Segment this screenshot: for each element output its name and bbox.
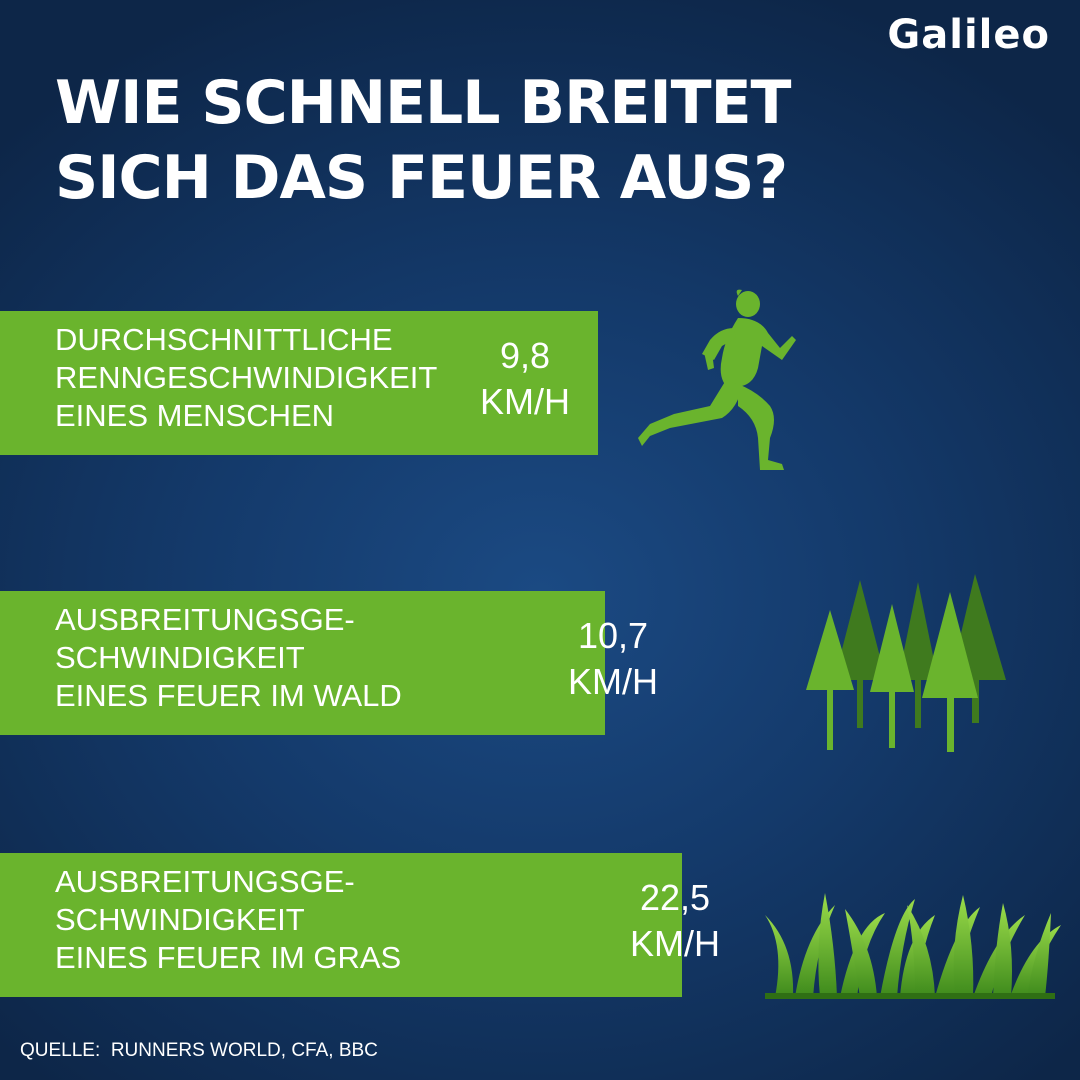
galileo-logo: Galileo bbox=[887, 12, 1050, 58]
bar-label-line: RENNGESCHWINDIGKEIT bbox=[55, 360, 438, 395]
value-number: 22,5 bbox=[639, 877, 711, 918]
bar-value-label: 10,7 KM/H bbox=[543, 613, 683, 705]
bar-label-line: SCHWINDIGKEIT bbox=[55, 640, 305, 675]
bar-label-line: DURCHSCHNITTLICHE bbox=[55, 322, 393, 357]
forest-icon bbox=[806, 574, 1006, 752]
grass-icon bbox=[765, 893, 1061, 999]
bar-runner: DURCHSCHNITTLICHE RENNGESCHWINDIGKEIT EI… bbox=[0, 311, 598, 455]
value-number: 9,8 bbox=[499, 335, 551, 376]
source-note: QUELLE: RUNNERS WORLD, CFA, BBC bbox=[20, 1040, 378, 1061]
bar-label-line: EINES FEUER IM WALD bbox=[55, 678, 402, 713]
runner-icon bbox=[638, 289, 796, 470]
bar-label-line: SCHWINDIGKEIT bbox=[55, 902, 305, 937]
bar-label: AUSBREITUNGSGE- SCHWINDIGKEIT EINES FEUE… bbox=[55, 863, 401, 977]
value-number: 10,7 bbox=[577, 615, 649, 656]
bar-label: DURCHSCHNITTLICHE RENNGESCHWINDIGKEIT EI… bbox=[55, 321, 437, 435]
bar-label-line: EINES MENSCHEN bbox=[55, 398, 335, 433]
value-unit: KM/H bbox=[630, 923, 720, 964]
page-title: WIE SCHNELL BREITET SICH DAS FEUER AUS? bbox=[55, 66, 791, 216]
bar-label-line: EINES FEUER IM GRAS bbox=[55, 940, 402, 975]
value-unit: KM/H bbox=[480, 381, 570, 422]
bar-grass: AUSBREITUNGSGE- SCHWINDIGKEIT EINES FEUE… bbox=[0, 853, 720, 997]
bar-label-line: AUSBREITUNGSGE- bbox=[55, 602, 355, 637]
bar-value-label: 22,5 KM/H bbox=[605, 875, 745, 967]
title-line-2: SICH DAS FEUER AUS? bbox=[55, 143, 788, 213]
bar-forest: AUSBREITUNGSGE- SCHWINDIGKEIT EINES FEUE… bbox=[0, 591, 658, 735]
title-line-1: WIE SCHNELL BREITET bbox=[55, 68, 791, 138]
bar-value-label: 9,8 KM/H bbox=[455, 333, 595, 425]
bar-label: AUSBREITUNGSGE- SCHWINDIGKEIT EINES FEUE… bbox=[55, 601, 402, 715]
value-unit: KM/H bbox=[568, 661, 658, 702]
bar-label-line: AUSBREITUNGSGE- bbox=[55, 864, 355, 899]
